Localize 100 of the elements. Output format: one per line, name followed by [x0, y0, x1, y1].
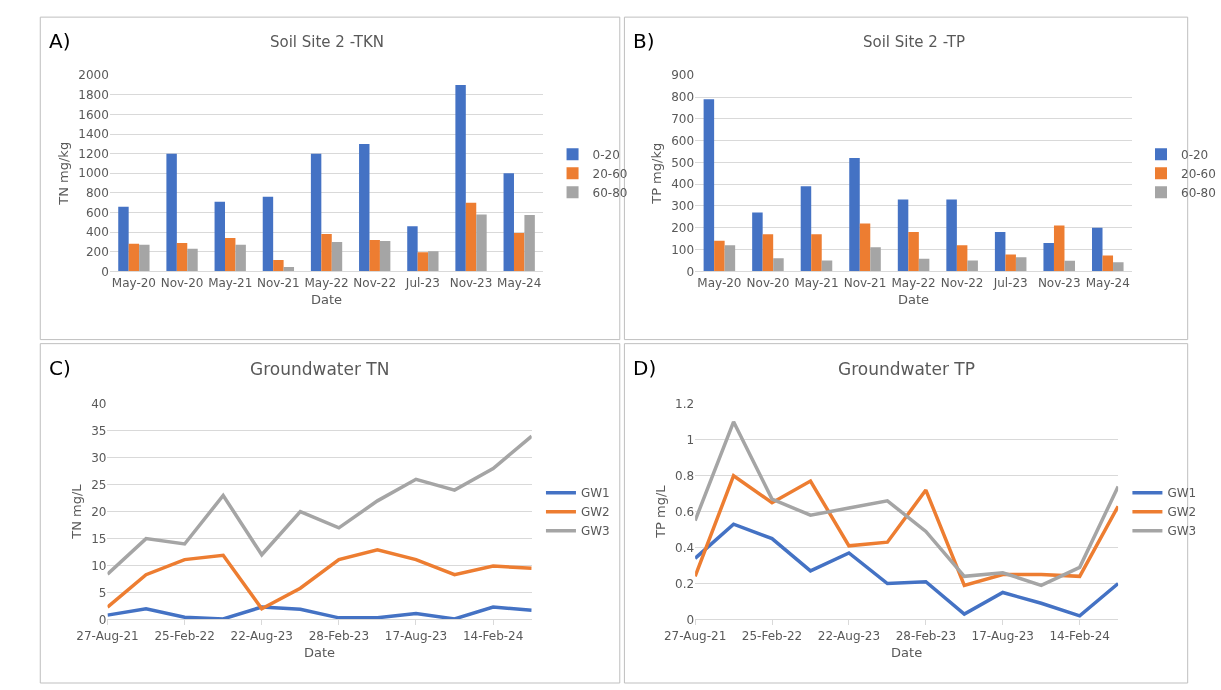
bar: [703, 99, 715, 272]
x-tick-label: May-24: [1085, 275, 1130, 290]
legend-label: 60-80: [1181, 185, 1216, 200]
y-tick-label: 0.4: [675, 540, 695, 555]
bar: [465, 202, 477, 272]
line-series: [695, 420, 1119, 588]
bar: [967, 260, 978, 272]
x-tick-label: 17-Aug-23: [971, 628, 1034, 643]
bar: [870, 247, 881, 272]
bar: [956, 245, 968, 272]
y-tick-label: 1: [686, 432, 695, 447]
y-axis-title: TP mg/L: [652, 484, 668, 539]
bar: [1102, 255, 1114, 272]
x-tick-label: Nov-21: [843, 275, 887, 290]
bar: [918, 258, 930, 272]
bar: [262, 196, 274, 272]
y-axis-title: TN mg/L: [69, 483, 85, 540]
bar: [1113, 262, 1124, 272]
legend-label: GW1: [1167, 486, 1197, 501]
bar: [235, 244, 246, 272]
x-tick-label: Nov-20: [746, 275, 790, 290]
x-tick-label: Nov-20: [160, 275, 204, 290]
legend-label: 0-20: [592, 147, 620, 162]
x-tick-label: Jul-23: [992, 275, 1028, 290]
y-tick-label: 0: [98, 612, 107, 627]
bar: [849, 158, 860, 272]
chart-title: Soil Site 2 -TKN: [270, 33, 384, 51]
text: A): [49, 29, 71, 53]
legend-label: GW3: [580, 524, 610, 539]
x-tick-label: 14-Feb-24: [462, 628, 524, 643]
x-tick-label: 22-Aug-23: [817, 628, 881, 643]
bar: [428, 251, 439, 272]
y-tick-label: 100: [671, 242, 695, 257]
y-tick-label: 0.6: [675, 504, 695, 519]
bar: [417, 252, 429, 272]
bar: [773, 258, 784, 272]
y-tick-label: 25: [91, 477, 107, 492]
bar: [176, 242, 188, 272]
y-tick-label: 1800: [78, 88, 109, 103]
y-tick-label: 900: [671, 68, 695, 83]
bar: [762, 234, 774, 272]
bar: [369, 239, 380, 272]
bar: [752, 212, 763, 272]
y-tick-label: 40: [91, 397, 107, 412]
y-tick-label: 800: [85, 186, 109, 201]
legend-label: 20-60: [1181, 166, 1216, 181]
line-series: [107, 434, 532, 576]
bar: [1043, 243, 1054, 272]
y-axis-title: TP mg/kg: [649, 142, 665, 205]
text: B): [633, 29, 655, 53]
bar: [994, 232, 1006, 272]
y-tick-label: 200: [85, 244, 109, 259]
y-tick-label: 20: [91, 504, 107, 519]
bar: [310, 153, 322, 272]
x-tick-label: May-22: [304, 275, 349, 290]
bar: [724, 245, 736, 272]
legend-label: GW2: [1167, 505, 1197, 520]
y-tick-label: 30: [91, 450, 107, 465]
x-axis-title: Date: [304, 645, 336, 661]
bar: [946, 199, 957, 272]
bar: [359, 143, 370, 272]
x-axis-title: Date: [891, 645, 923, 661]
x-tick-label: 25-Feb-22: [741, 628, 803, 643]
y-tick-label: 0: [686, 264, 695, 279]
y-tick-label: 400: [85, 225, 109, 240]
bar: [1005, 254, 1016, 272]
y-tick-label: 200: [671, 220, 695, 235]
y-tick-label: 2000: [78, 68, 109, 83]
x-tick-label: May-20: [697, 275, 742, 290]
y-tick-label: 1000: [78, 166, 109, 181]
y-tick-label: 600: [671, 133, 695, 148]
y-tick-label: 700: [671, 112, 695, 127]
bar: [800, 186, 812, 272]
x-tick-label: May-21: [208, 275, 253, 290]
x-tick-label: May-22: [891, 275, 936, 290]
chart-title: Groundwater TN: [250, 359, 390, 379]
x-tick-label: Nov-23: [449, 275, 493, 290]
y-tick-label: 10: [91, 558, 107, 573]
y-tick-label: 0: [101, 264, 109, 279]
x-tick-label: 28-Feb-23: [308, 628, 370, 643]
bar: [714, 240, 725, 272]
x-tick-label: 14-Feb-24: [1049, 628, 1110, 643]
x-tick-label: 22-Aug-23: [230, 628, 293, 643]
bar: [166, 153, 177, 272]
y-tick-label: 0.2: [675, 576, 695, 591]
y-tick-label: 1.2: [675, 397, 695, 412]
chart-title: Groundwater TP: [838, 359, 976, 379]
y-tick-label: 300: [671, 199, 695, 214]
y-tick-label: 600: [85, 205, 109, 220]
bar: [455, 85, 466, 272]
bar: [1053, 225, 1065, 272]
bar: [908, 232, 919, 272]
line-series: [107, 548, 532, 611]
x-tick-label: 28-Feb-23: [895, 628, 957, 643]
y-tick-label: 1400: [78, 127, 109, 142]
y-tick-label: 5: [98, 585, 107, 600]
y-tick-label: 800: [671, 90, 695, 105]
y-tick-label: 35: [91, 423, 107, 438]
text: C): [49, 356, 71, 380]
bar: [225, 237, 236, 272]
